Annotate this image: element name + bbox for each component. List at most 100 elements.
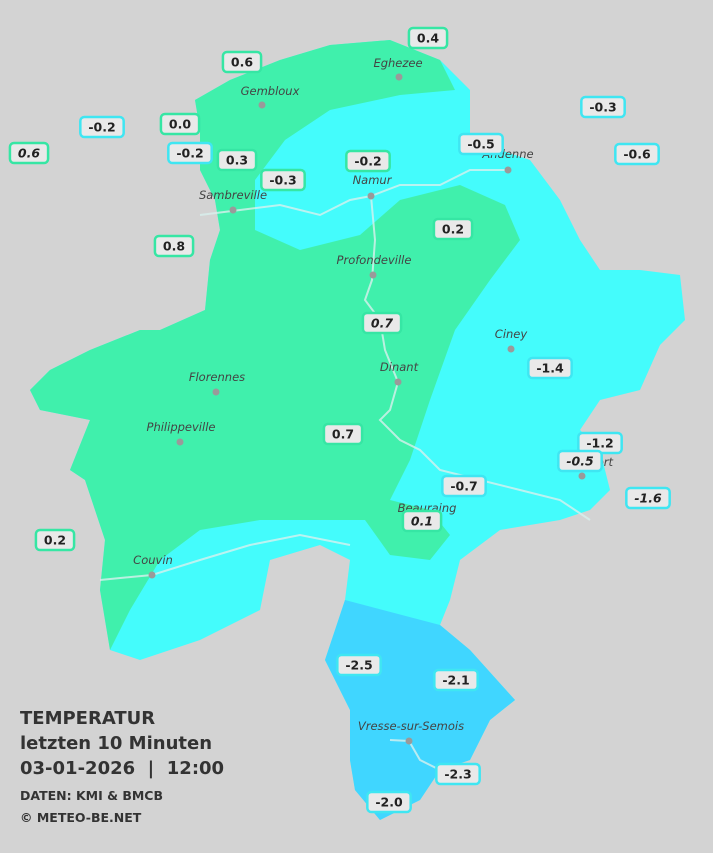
station-box: [345, 149, 391, 173]
station-value: -0.2: [88, 120, 115, 135]
station-box: [401, 509, 443, 533]
station-box: [322, 422, 364, 446]
station: -0.5: [557, 449, 603, 473]
station: -0.2: [345, 149, 391, 173]
station-box: [260, 168, 306, 192]
station: -0.3: [260, 168, 306, 192]
city-dot: [504, 166, 512, 174]
station: -0.5: [458, 132, 504, 156]
city-label: Gembloux: [241, 84, 300, 98]
station-box: [625, 486, 671, 510]
station: -2.5: [336, 653, 382, 677]
stations: 0.4 0.6 -0.2 0.0 0.6 -0.2 0.3 -0.3 -0.2 -0.5 -0.3 -…: [8, 26, 671, 814]
river: [389, 739, 441, 771]
station: 0.6: [221, 50, 263, 74]
station: -0.3: [580, 95, 626, 119]
station-box: [79, 115, 125, 139]
city-dot: [229, 206, 237, 214]
city-label: Florennes: [189, 370, 245, 384]
station-box: [557, 449, 603, 473]
station-value: 0.4: [417, 31, 439, 46]
station-value: -1.6: [634, 491, 662, 506]
station-box: [580, 95, 626, 119]
station: -0.2: [79, 115, 125, 139]
city-dot: [394, 378, 402, 386]
station-value: -1.2: [586, 436, 613, 451]
station-box: [614, 142, 660, 166]
city-dot: [367, 192, 375, 200]
river: [199, 169, 508, 217]
city-dot: [507, 345, 515, 353]
station: 0.2: [432, 217, 474, 241]
city-dot: [405, 737, 413, 745]
city-label: Sambreville: [199, 188, 267, 202]
station-value: 0.7: [371, 316, 393, 331]
station: 0.7: [322, 422, 364, 446]
station: 0.3: [216, 148, 258, 172]
station-value: 0.7: [332, 427, 354, 442]
station-value: 0.3: [226, 153, 248, 168]
station: 0.6: [8, 141, 50, 165]
station: 0.1: [401, 509, 443, 533]
station-box: [336, 653, 382, 677]
source: DATEN: KMI & BMCB: [20, 788, 163, 803]
station-box: [167, 141, 213, 165]
station: -1.2: [577, 431, 623, 455]
subtitle: letzten 10 Minuten: [20, 733, 212, 754]
station-value: -0.5: [566, 454, 594, 469]
station: -2.1: [433, 668, 479, 692]
station-value: 0.6: [231, 55, 253, 70]
cities: EghezeeGemblouxAndenneNamurSambrevillePr…: [133, 56, 614, 745]
station-box: [407, 26, 449, 50]
station-value: -0.5: [467, 137, 494, 152]
station: -2.0: [366, 790, 412, 814]
river: [363, 195, 591, 521]
timestamp: 03-01-2026 | 12:00: [20, 758, 224, 779]
city-label: Couvin: [133, 553, 173, 567]
station-value: -2.1: [442, 673, 469, 688]
station-value: 0.2: [44, 533, 66, 548]
station-value: 0.0: [169, 117, 191, 132]
station: -0.6: [614, 142, 660, 166]
station: 0.0: [159, 112, 201, 136]
station-box: [361, 311, 403, 335]
copyright: © METEO-BE.NET: [20, 810, 142, 825]
city-label: Ciney: [495, 327, 528, 341]
city-label: Philippeville: [147, 420, 216, 434]
station-value: -1.4: [536, 361, 564, 376]
station: -1.4: [527, 356, 573, 380]
station-box: [527, 356, 573, 380]
station: 0.4: [407, 26, 449, 50]
station-box: [153, 234, 195, 258]
city-dot: [148, 571, 156, 579]
station: -2.3: [435, 762, 481, 786]
city-dot: [258, 101, 266, 109]
city-label: Eghezee: [373, 56, 422, 70]
station: 0.8: [153, 234, 195, 258]
title: TEMPERATUR: [20, 708, 155, 729]
station-value: -2.0: [375, 795, 403, 810]
station-box: [159, 112, 201, 136]
station-box: [216, 148, 258, 172]
station-box: [435, 762, 481, 786]
station-value: -2.5: [345, 658, 372, 673]
station-box: [221, 50, 263, 74]
station-value: 0.8: [163, 239, 185, 254]
city-label: Profondeville: [337, 253, 412, 267]
station: 0.2: [34, 528, 76, 552]
station-box: [366, 790, 412, 814]
station-box: [441, 474, 487, 498]
station-box: [432, 217, 474, 241]
station-value: -0.3: [269, 173, 296, 188]
city-dot: [578, 472, 586, 480]
city-label: Namur: [353, 173, 393, 187]
station-value: -2.3: [444, 767, 471, 782]
station: -0.2: [167, 141, 213, 165]
city-dot: [369, 271, 377, 279]
city-dot: [176, 438, 184, 446]
station: 0.7: [361, 311, 403, 335]
station: -0.7: [441, 474, 487, 498]
river: [99, 533, 351, 581]
station-box: [34, 528, 76, 552]
region-green: [30, 40, 520, 650]
